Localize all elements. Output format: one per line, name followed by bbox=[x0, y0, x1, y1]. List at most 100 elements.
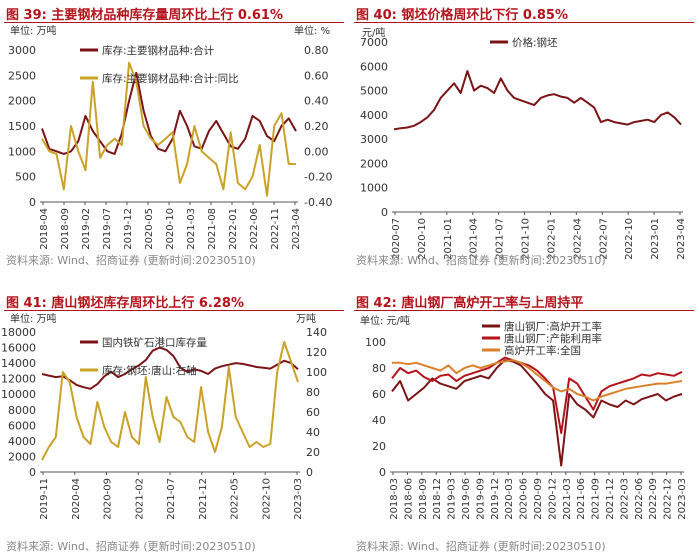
x-tick-label: 2022-10 bbox=[261, 478, 272, 520]
x-tick-label: 2021-12 bbox=[605, 478, 616, 520]
title-rule bbox=[354, 22, 694, 23]
x-tick-label: 2020-09 bbox=[103, 478, 114, 520]
y-tick-label: 6000 bbox=[8, 419, 36, 432]
x-tick-label: 2021-03 bbox=[186, 208, 197, 250]
y-tick-label: 2500 bbox=[8, 69, 36, 82]
y-tick-label: 2000 bbox=[8, 450, 36, 463]
x-tick-label: 2019-09 bbox=[475, 478, 486, 520]
chart-42: 0 20 40 60 80 100 单位: 元/吨 2018-03 2018-06 2018-09… bbox=[360, 314, 688, 520]
x-tick-label: 2022-04 bbox=[572, 218, 583, 260]
y-tick-label: 4000 bbox=[360, 109, 388, 122]
y-tick-label: 2000 bbox=[8, 95, 36, 108]
x-tick-label: 2019-02 bbox=[81, 208, 92, 250]
x-tick-label: 2023-03 bbox=[293, 478, 304, 520]
x-tick-label: 2019-07 bbox=[102, 208, 113, 250]
y-tick-label: 18000 bbox=[1, 326, 36, 339]
x-tick-label: 2021-03 bbox=[562, 478, 573, 520]
x-tick-label: 2022-06 bbox=[634, 478, 645, 520]
series-line-1 bbox=[41, 71, 297, 155]
legend-label: 唐山钢厂:产能利用率 bbox=[504, 332, 602, 345]
y2-tick-label: 80 bbox=[306, 386, 320, 399]
x-tick-label: 2022-11 bbox=[270, 208, 281, 250]
x-tick-label: 2023-03 bbox=[677, 478, 688, 520]
x-tick-label: 2022-06 bbox=[249, 208, 260, 250]
x-tick-label: 2021-10 bbox=[521, 218, 532, 260]
y-tick-label: 60 bbox=[372, 388, 386, 401]
y-tick-label: 12000 bbox=[1, 373, 36, 386]
y-tick-label: 4000 bbox=[8, 435, 36, 448]
chart-source: 资料来源: Wind、招商证券 (更新时间:20230510) bbox=[6, 540, 256, 553]
x-tick-label: 2020-09 bbox=[533, 478, 544, 520]
chart-title: 图 39: 主要钢材品种库存量周环比上行 0.61% bbox=[6, 8, 283, 23]
y-tick-label: 8000 bbox=[8, 404, 36, 417]
y2-axis-unit: 万吨 bbox=[296, 312, 316, 325]
y2-tick-label: 0.20 bbox=[304, 120, 329, 133]
x-tick-label: 2020-10 bbox=[165, 208, 176, 250]
x-tick-label: 2018-12 bbox=[432, 478, 443, 520]
x-tick-label: 2021-04 bbox=[469, 218, 480, 260]
y2-tick-label: 0 bbox=[306, 466, 313, 479]
y2-tick-label: -0.20 bbox=[304, 171, 332, 184]
y-tick-label: 1500 bbox=[8, 120, 36, 133]
legend-label: 库存:钢坯:唐山:右轴 bbox=[102, 364, 197, 377]
x-tick-label: 2018-03 bbox=[389, 478, 400, 520]
title-rule bbox=[4, 310, 344, 311]
x-tick-label: 2021-06 bbox=[576, 478, 587, 520]
x-tick-label: 2021-01 bbox=[443, 218, 454, 260]
legend-label: 高炉开工率:全国 bbox=[504, 344, 581, 357]
x-tick-label: 2021-09 bbox=[591, 478, 602, 520]
x-tick-label: 2019-03 bbox=[447, 478, 458, 520]
chart-title: 图 42: 唐山钢厂高炉开工率与上周持平 bbox=[356, 296, 584, 311]
y-tick-label: 5000 bbox=[360, 85, 388, 98]
y2-tick-label: 120 bbox=[306, 346, 327, 359]
legend-label: 价格:钢坯 bbox=[512, 36, 558, 49]
x-tick-label: 2019-12 bbox=[490, 478, 501, 520]
series-line-2 bbox=[391, 356, 683, 434]
series-line-1 bbox=[41, 346, 299, 390]
y-axis-unit: 单位: 万吨 bbox=[10, 312, 57, 325]
y-tick-label: 2000 bbox=[360, 157, 388, 170]
legend-label: 国内铁矿石港口库存量 bbox=[102, 336, 207, 349]
legend-label: 库存:主要钢材品种:合计 bbox=[102, 44, 215, 57]
y-tick-label: 16000 bbox=[1, 342, 36, 355]
y-tick-label: 0 bbox=[29, 466, 36, 479]
y-axis-unit: 单位: 元/吨 bbox=[360, 314, 410, 327]
y-tick-label: 0 bbox=[381, 206, 388, 219]
y-tick-label: 100 bbox=[365, 336, 386, 349]
y2-tick-label: 20 bbox=[306, 446, 320, 459]
x-tick-label: 2022-05 bbox=[230, 478, 241, 520]
x-tick-label: 2020-05 bbox=[144, 208, 155, 250]
x-tick-label: 2020-10 bbox=[417, 218, 428, 260]
y-tick-label: 3000 bbox=[360, 133, 388, 146]
x-tick-label: 2023-04 bbox=[676, 218, 687, 260]
x-tick-label: 2018-06 bbox=[403, 478, 414, 520]
y-tick-label: 1000 bbox=[8, 145, 36, 158]
y-tick-label: 20 bbox=[372, 440, 386, 453]
x-tick-label: 2021-08 bbox=[207, 208, 218, 250]
y-tick-label: 500 bbox=[15, 171, 36, 184]
y-tick-label: 14000 bbox=[1, 357, 36, 370]
chart-panel-39: 图 39: 主要钢材品种库存量周环比上行 0.61% 0 500 1000 1500 2… bbox=[0, 0, 350, 276]
y2-tick-label: 100 bbox=[306, 366, 327, 379]
x-tick-label: 2020-07 bbox=[391, 218, 402, 260]
x-tick-label: 2023-01 bbox=[650, 218, 661, 260]
x-tick-label: 2020-03 bbox=[504, 478, 515, 520]
y-tick-label: 1000 bbox=[360, 182, 388, 195]
x-tick-label: 2019-12 bbox=[123, 208, 134, 250]
x-tick-label: 2018-09 bbox=[418, 478, 429, 520]
chart-source: 资料来源: Wind、招商证券 (更新时间:20230510) bbox=[356, 254, 606, 267]
series-line-2 bbox=[41, 341, 299, 461]
y2-tick-label: 40 bbox=[306, 426, 320, 439]
chart-panel-42: 图 42: 唐山钢厂高炉开工率与上周持平 0 20 40 60 80 100 单位: 元/吨… bbox=[350, 276, 700, 553]
x-tick-label: 2018-09 bbox=[60, 208, 71, 250]
legend-label: 库存:主要钢材品种:合计:同比 bbox=[102, 72, 239, 85]
y2-tick-label: 0.00 bbox=[304, 145, 329, 158]
x-tick-label: 2021-07 bbox=[166, 478, 177, 520]
x-tick-label: 2022-09 bbox=[648, 478, 659, 520]
chart-source: 资料来源: Wind、招商证券 (更新时间:20230510) bbox=[6, 254, 256, 267]
chart-title: 图 41: 唐山钢坯库存周环比上行 6.28% bbox=[6, 296, 244, 311]
x-tick-label: 2018-04 bbox=[39, 208, 50, 250]
chart-panel-41: 图 41: 唐山钢坯库存周环比上行 6.28% 0 2000 4000 6000 800… bbox=[0, 276, 350, 553]
series-line-1 bbox=[391, 359, 683, 467]
